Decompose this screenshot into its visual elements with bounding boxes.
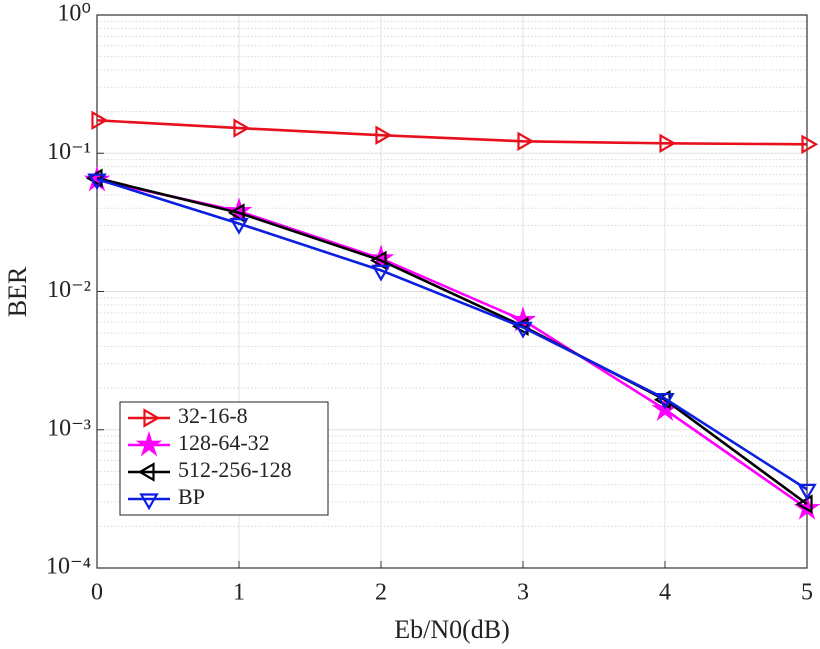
marker xyxy=(517,131,535,152)
marker xyxy=(367,244,395,271)
plot-frame xyxy=(96,14,808,569)
marker xyxy=(225,197,253,223)
y-tick-label: 10⁻² xyxy=(47,277,91,303)
marker xyxy=(801,134,819,155)
y-tick-label: 10⁻³ xyxy=(47,415,91,441)
marker xyxy=(371,264,391,282)
x-tick-label: 2 xyxy=(375,580,387,606)
marker xyxy=(369,250,387,270)
legend-marker xyxy=(143,408,161,428)
x-tick-label: 4 xyxy=(659,580,671,606)
marker xyxy=(655,393,675,410)
marker xyxy=(795,494,813,514)
x-axis-label: Eb/N0(dB) xyxy=(394,615,510,644)
series-line xyxy=(96,119,808,146)
marker xyxy=(659,133,677,154)
legend-marker xyxy=(135,430,163,457)
x-tick-label: 3 xyxy=(517,580,529,606)
marker xyxy=(229,218,249,235)
marker xyxy=(233,118,251,138)
legend-marker xyxy=(137,462,155,482)
y-axis-label: BER xyxy=(3,266,32,317)
legend-label: 32-16-8 xyxy=(178,403,248,428)
legend-label: 512-256-128 xyxy=(178,457,292,482)
x-tick-label: 5 xyxy=(801,580,813,606)
marker xyxy=(797,483,817,501)
marker xyxy=(91,110,109,131)
marker xyxy=(513,321,533,339)
y-tick-label: 10⁻⁴ xyxy=(46,554,91,580)
x-tick-label: 0 xyxy=(91,580,103,606)
marker xyxy=(227,203,245,223)
legend-label: 128-64-32 xyxy=(178,430,270,455)
marker xyxy=(87,173,107,191)
legend-label: BP xyxy=(178,484,205,509)
y-tick-label: 10⁰ xyxy=(57,1,91,27)
series-line xyxy=(96,176,808,506)
x-tick-label: 1 xyxy=(233,580,245,606)
y-tick-label: 10⁻¹ xyxy=(47,139,91,165)
series-line xyxy=(96,177,808,491)
marker xyxy=(375,125,393,145)
legend-marker xyxy=(139,493,159,511)
